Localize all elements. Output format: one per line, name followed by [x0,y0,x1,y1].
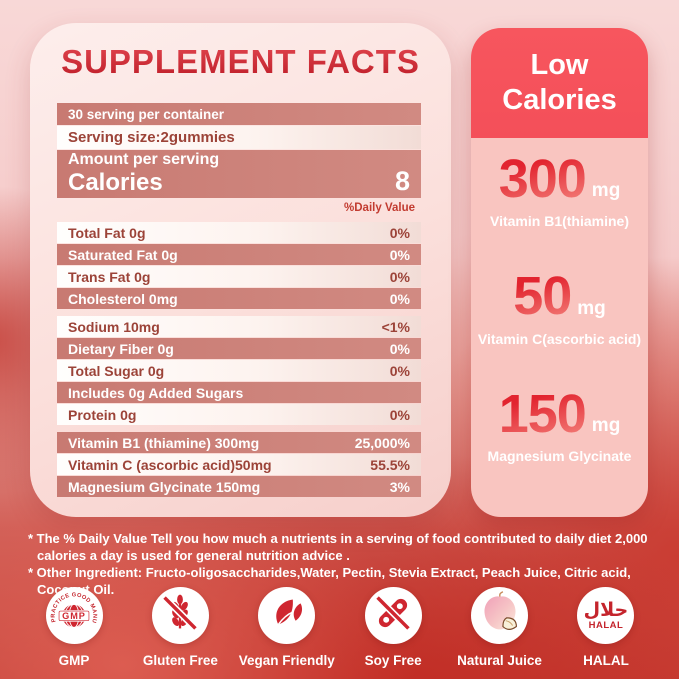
nutrient-daily-value: 0% [389,340,410,357]
badge-gmp: PRACTICE GOOD MANUFACTURING GMP GMP [26,582,122,668]
nutrient-daily-value: <1% [381,318,410,335]
nutrient-label: Cholesterol 0mg [68,290,178,307]
certification-badges: PRACTICE GOOD MANUFACTURING GMP GMP [26,582,654,668]
amount-row: 50 mg [513,266,606,327]
nutrition-row: Magnesium Glycinate 150mg 3% [57,476,421,497]
nutrient-daily-value: 55.5% [370,456,410,473]
calories-value: 8 [394,166,410,196]
daily-value-footnote: * The % Daily Value Tell you how much a … [28,531,648,564]
nutrient-label: Dietary Fiber 0g [68,340,174,357]
badge-natural-juice: Natural Juice [452,587,548,668]
servings-per-container-row: 30 serving per container [57,103,421,125]
nutrition-row: Saturated Fat 0g 0% [57,244,421,265]
halal-arabic-text: حلال [583,598,629,621]
nutrient-label: Total Fat 0g [68,224,146,241]
nutrient-label: Trans Fat 0g [68,268,151,285]
badge-circle: حلال HALAL [577,587,635,644]
highlight-item-b1: 300 mg Vitamin B1(thiamine) [490,149,629,230]
nutrition-row: Sodium 10mg <1% [57,316,421,337]
badge-circle [258,586,316,645]
nutrient-daily-value: 0% [389,224,410,241]
amount-row: 300 mg [498,149,621,209]
nutrient-daily-value: 3% [389,478,410,495]
nutrient-label: Sodium 10mg [68,318,160,335]
calories-labels: Amount per serving Calories [68,151,219,197]
badge-vegan-friendly: Vegan Friendly [239,587,335,668]
nutrient-name: Vitamin B1(thiamine) [490,213,629,230]
nutrition-rows: Total Fat 0g 0% Saturated Fat 0g 0% Trans Fa… [57,222,421,497]
serving-size-row: Serving size:2gummies [57,126,421,149]
badge-label: Gluten Free [142,653,218,668]
nutrient-daily-value: 0% [389,246,410,263]
nutrient-label: Includes 0g Added Sugars [68,384,244,401]
low-calories-header: Low Calories [471,28,648,138]
highlight-item-c: 50 mg Vitamin C(ascorbic acid) [477,266,642,347]
amount-unit: mg [591,180,621,202]
nutrition-row: Vitamin B1 (thiamine) 300mg 25,000% [57,432,421,453]
nutrition-row: Cholesterol 0mg 0% [57,288,421,309]
nutrient-daily-value: 0% [389,362,410,379]
amount-row: 150 mg [498,383,621,444]
badge-halal: حلال HALAL HALAL [558,587,654,668]
servings-per-container-label: 30 serving per container [68,106,225,122]
highlight-item-magnesium: 150 mg Magnesium Glycinate [487,383,632,464]
soy-free-icon [366,586,420,645]
amount-value: 50 [513,266,572,327]
vegan-leaf-icon [260,586,314,645]
serving-size-label: Serving size:2gummies [68,129,235,146]
peach-juice-icon [473,586,527,645]
badge-label: Soy Free [364,653,422,668]
badge-soy-free: Soy Free [345,587,441,668]
badge-circle [151,586,209,645]
nutrient-label: Saturated Fat 0g [68,246,178,263]
nutrition-row: Dietary Fiber 0g 0% [57,338,421,359]
amount-unit: mg [577,297,606,319]
calories-row: Amount per serving Calories 8 [57,150,421,198]
badge-label: GMP [58,653,90,668]
amount-unit: mg [591,414,621,436]
nutrition-row: Protein 0g 0% [57,404,421,425]
gmp-seal-icon: PRACTICE GOOD MANUFACTURING GMP [45,582,101,645]
calories-label: Calories [68,169,163,197]
badge-label: Natural Juice [457,653,542,668]
nutrition-row: Includes 0g Added Sugars [57,382,421,403]
nutrient-daily-value: 25,000% [354,434,410,451]
nutrition-table: 30 serving per container Serving size:2g… [57,103,421,498]
badge-label: HALAL [583,653,629,668]
daily-value-header: %Daily Value [344,202,415,214]
badge-gluten-free: Gluten Free [132,587,228,668]
nutrient-name: Magnesium Glycinate [487,447,632,464]
nutrient-daily-value: 0% [389,268,410,285]
highlight-card: Low Calories 300 mg Vitamin B1(thiamine)… [471,28,648,517]
amount-value: 150 [498,383,587,444]
nutrient-label: Vitamin B1 (thiamine) 300mg [68,434,260,451]
nutrient-label: Magnesium Glycinate 150mg [68,478,261,495]
nutrient-label: Vitamin C (ascorbic acid)50mg [68,456,272,473]
nutrient-label: Protein 0g [68,406,137,423]
svg-text:GMP: GMP [62,611,86,621]
halal-word-text: HALAL [588,619,624,631]
badge-circle [471,586,529,645]
amount-value: 300 [498,149,587,209]
badge-circle: PRACTICE GOOD MANUFACTURING GMP [45,582,103,645]
badge-circle [364,586,422,645]
supplement-facts-panel: SUPPLEMENT FACTS 30 serving per containe… [30,23,451,517]
nutrient-daily-value: 0% [389,290,410,307]
halal-icon: حلال HALAL [583,598,629,631]
nutrient-name: Vitamin C(ascorbic acid) [477,330,642,347]
nutrition-row: Trans Fat 0g 0% [57,266,421,287]
panel-title: SUPPLEMENT FACTS [30,23,451,81]
amount-per-serving-label: Amount per serving [68,151,220,168]
nutrition-row: Total Fat 0g 0% [57,222,421,243]
badge-label: Vegan Friendly [238,653,335,668]
nutrition-row: Vitamin C (ascorbic acid)50mg 55.5% [57,454,421,475]
nutrition-row: Total Sugar 0g 0% [57,360,421,381]
gluten-free-icon [153,586,207,645]
nutrient-daily-value: 0% [389,406,410,423]
highlight-items: 300 mg Vitamin B1(thiamine) 50 mg Vitami… [471,138,648,506]
nutrient-label: Total Sugar 0g [68,362,165,379]
